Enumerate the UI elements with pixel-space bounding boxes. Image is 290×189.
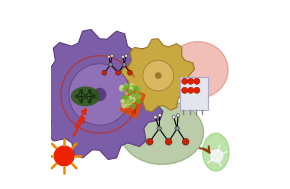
Circle shape (188, 87, 194, 93)
Circle shape (175, 126, 180, 131)
Circle shape (93, 95, 95, 98)
Circle shape (137, 92, 140, 95)
Circle shape (54, 146, 74, 166)
Circle shape (137, 95, 141, 99)
Circle shape (107, 55, 110, 58)
Ellipse shape (71, 87, 100, 106)
Circle shape (76, 95, 79, 98)
Circle shape (121, 100, 124, 103)
Circle shape (93, 88, 106, 101)
Circle shape (124, 103, 127, 106)
Circle shape (126, 102, 129, 105)
Circle shape (122, 63, 126, 67)
Circle shape (126, 84, 130, 88)
Circle shape (137, 87, 140, 90)
Circle shape (133, 96, 137, 100)
Circle shape (158, 114, 162, 117)
Circle shape (182, 87, 188, 93)
Circle shape (119, 86, 124, 91)
Circle shape (165, 138, 172, 145)
Circle shape (146, 138, 153, 145)
Circle shape (182, 78, 188, 84)
Circle shape (129, 88, 133, 91)
Circle shape (137, 88, 139, 91)
Circle shape (120, 85, 124, 89)
Circle shape (136, 92, 139, 95)
Circle shape (133, 94, 137, 98)
Circle shape (122, 103, 127, 108)
Circle shape (123, 98, 126, 102)
Circle shape (123, 100, 126, 104)
Circle shape (125, 84, 128, 87)
Circle shape (102, 70, 107, 75)
Circle shape (80, 100, 83, 103)
Circle shape (130, 95, 134, 99)
Circle shape (134, 86, 138, 90)
Ellipse shape (203, 133, 229, 171)
Circle shape (133, 88, 135, 91)
Circle shape (137, 100, 141, 104)
Circle shape (126, 99, 130, 104)
Circle shape (176, 114, 180, 117)
Circle shape (124, 85, 128, 89)
Circle shape (154, 115, 157, 119)
Circle shape (130, 98, 135, 102)
Circle shape (137, 86, 141, 90)
Circle shape (122, 96, 125, 99)
Circle shape (125, 92, 128, 95)
Circle shape (125, 54, 128, 57)
Circle shape (127, 100, 132, 104)
Circle shape (125, 103, 129, 108)
Circle shape (80, 90, 83, 92)
Circle shape (157, 126, 162, 131)
Circle shape (125, 96, 129, 100)
Polygon shape (119, 86, 146, 119)
Circle shape (182, 138, 189, 145)
Circle shape (132, 95, 135, 99)
Circle shape (110, 54, 113, 57)
Bar (180, 77, 208, 110)
Circle shape (155, 72, 162, 79)
Circle shape (130, 97, 133, 100)
Circle shape (126, 102, 130, 106)
Circle shape (210, 149, 224, 163)
Polygon shape (35, 29, 165, 160)
Circle shape (194, 87, 200, 93)
Polygon shape (122, 39, 195, 112)
Ellipse shape (168, 42, 228, 98)
Circle shape (127, 97, 130, 100)
Circle shape (136, 99, 139, 103)
Circle shape (88, 90, 91, 92)
Circle shape (172, 115, 175, 119)
Circle shape (127, 70, 132, 75)
Circle shape (116, 70, 121, 75)
Circle shape (122, 55, 124, 58)
Circle shape (128, 98, 133, 103)
Circle shape (131, 86, 135, 89)
Circle shape (131, 104, 136, 109)
Circle shape (123, 88, 125, 91)
Circle shape (130, 96, 132, 98)
Circle shape (131, 94, 134, 97)
Circle shape (194, 78, 200, 84)
Circle shape (130, 84, 134, 88)
Circle shape (128, 90, 133, 94)
Circle shape (84, 95, 87, 98)
Ellipse shape (120, 100, 204, 164)
Circle shape (188, 78, 194, 84)
Circle shape (143, 60, 173, 91)
Circle shape (88, 100, 91, 103)
Circle shape (69, 64, 130, 125)
Circle shape (109, 63, 113, 67)
Circle shape (124, 96, 127, 99)
Ellipse shape (47, 57, 130, 132)
